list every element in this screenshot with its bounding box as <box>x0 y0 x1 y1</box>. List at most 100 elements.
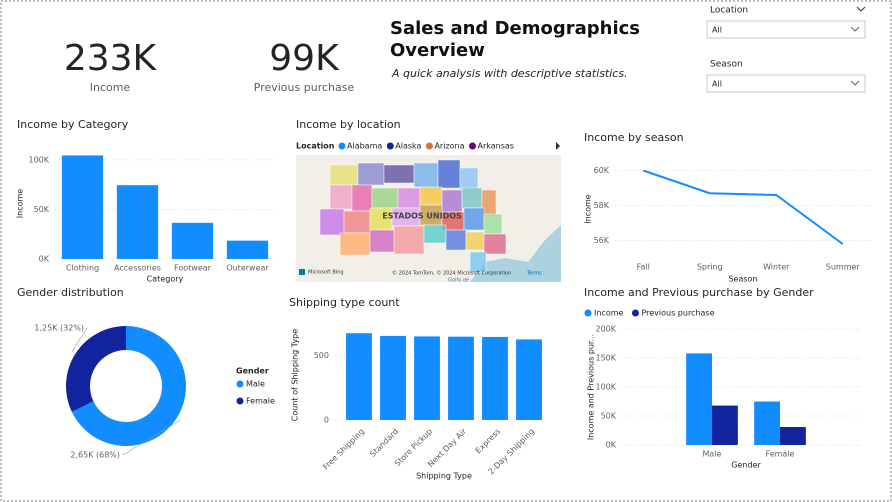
map-region <box>483 213 503 235</box>
chart-title: Gender distribution <box>17 286 124 299</box>
y-tick-label: 200K <box>595 325 616 334</box>
x-tick-label: Winter <box>763 263 790 272</box>
map-region <box>393 225 425 255</box>
bar <box>61 155 104 259</box>
dashboard-title: Sales and Demographics Overview <box>390 18 641 61</box>
map-region <box>441 189 463 213</box>
kpi-value: 99K <box>269 38 340 79</box>
map-region <box>339 232 371 256</box>
filter-value: All <box>712 26 722 35</box>
bar <box>482 336 508 420</box>
y-tick-label: 150K <box>595 354 616 363</box>
legend-label: Arizona <box>434 142 464 151</box>
bar <box>712 405 738 445</box>
y-tick-label: 0K <box>39 255 50 264</box>
bar <box>754 401 780 445</box>
data-label: 2,65K (68%) <box>70 451 120 460</box>
x-axis-title: Category <box>147 275 184 284</box>
y-axis-title: Income <box>584 194 593 224</box>
map-region <box>459 167 479 191</box>
bar <box>226 240 269 259</box>
y-tick-label: 56K <box>594 236 610 245</box>
y-axis-title: Count of Shipping Type <box>291 329 300 421</box>
legend-title: Gender <box>236 367 269 376</box>
x-tick-label: Summer <box>826 263 861 272</box>
chart-title: Income by Category <box>17 118 129 131</box>
map-region <box>329 164 359 186</box>
y-tick-label: 50K <box>34 205 50 214</box>
kpi-label: Previous purchase <box>254 81 355 94</box>
bar <box>171 222 214 259</box>
map-terms: Terms <box>526 271 542 277</box>
chart-title: Income by location <box>296 118 401 131</box>
dashboard-subtitle: A quick analysis with descriptive statis… <box>391 67 628 80</box>
bar <box>414 336 440 420</box>
legend-swatch <box>338 142 346 150</box>
map <box>296 155 561 282</box>
map-region <box>445 229 467 251</box>
filter-chevron <box>856 6 866 12</box>
bar <box>516 339 542 420</box>
map-attribution: © 2024 TomTom, © 2024 Microsoft Corporat… <box>392 270 511 277</box>
map-region <box>461 187 483 209</box>
y-tick-label: 100K <box>28 155 49 164</box>
map-region <box>483 233 507 255</box>
filter-value: All <box>712 80 722 89</box>
legend-label: Income <box>594 309 624 318</box>
y-tick-label: 0 <box>324 416 329 425</box>
map-region <box>423 224 447 244</box>
legend-swatch <box>584 309 592 317</box>
x-axis-title: Gender <box>731 461 761 470</box>
legend-swatch <box>425 142 433 150</box>
chart-title: Income by season <box>584 131 684 144</box>
map-region <box>357 162 385 186</box>
legend-swatch <box>386 142 394 150</box>
map-region <box>419 186 443 206</box>
legend-swatch <box>631 309 639 317</box>
y-tick-label: 58K <box>594 201 610 210</box>
map-region <box>343 210 371 234</box>
bar <box>116 185 159 259</box>
donut-slice <box>65 326 126 412</box>
map-sea-label: Golfo de <box>448 278 469 284</box>
bar <box>448 336 474 420</box>
legend-swatch <box>469 142 477 150</box>
legend-label: Male <box>246 380 265 389</box>
x-tick-label: Outerwear <box>226 264 269 273</box>
filter-label: Location <box>710 6 748 16</box>
legend-arrow <box>556 142 560 150</box>
x-tick-label: Footwear <box>174 264 212 273</box>
y-tick-label: 100K <box>595 383 616 392</box>
bar <box>346 333 372 420</box>
kpi-label: Income <box>90 81 131 94</box>
map-region <box>383 164 415 184</box>
map-region <box>319 208 345 236</box>
map-provider-logo <box>299 269 305 275</box>
legend-label: Female <box>246 397 275 406</box>
filter-label: Season <box>710 60 743 70</box>
filter-dropdown[interactable] <box>706 20 866 39</box>
chart-title: Income and Previous purchase by Gender <box>584 286 814 299</box>
data-label: 1,25K (32%) <box>34 324 84 333</box>
legend-label: Previous purchase <box>641 309 714 318</box>
map-region <box>463 207 485 231</box>
title-box: Sales and Demographics Overview <box>390 18 641 61</box>
map-provider: Microsoft Bing <box>308 270 344 276</box>
x-tick-label: Spring <box>697 263 723 272</box>
legend-swatch <box>236 380 244 388</box>
legend-label: Alaska <box>395 142 421 151</box>
filter-dropdown[interactable] <box>706 74 866 93</box>
donut-slice <box>71 326 186 446</box>
map-region <box>465 231 485 251</box>
map-region <box>351 184 373 212</box>
chart-title: Shipping type count <box>289 296 400 309</box>
legend-title: Location <box>296 142 335 151</box>
leader-line <box>122 419 181 456</box>
dropdown-chevron <box>850 80 860 86</box>
y-tick-label: 50K <box>601 412 617 421</box>
bar <box>380 335 406 420</box>
bar <box>686 353 712 445</box>
y-axis-title: Income and Previous pur... <box>587 334 596 440</box>
